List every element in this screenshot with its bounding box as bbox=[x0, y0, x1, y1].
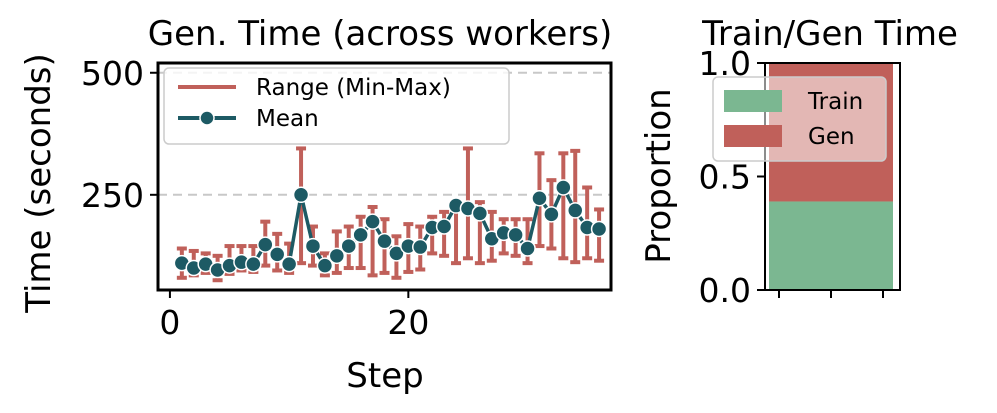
x-tick-label: 20 bbox=[387, 303, 429, 342]
legend-gen-label: Gen bbox=[808, 124, 855, 150]
legend-mean-label: Mean bbox=[256, 106, 319, 132]
legend-train-label: Train bbox=[807, 89, 863, 115]
mean-point bbox=[543, 206, 560, 223]
mean-point bbox=[590, 220, 608, 238]
mean-point bbox=[316, 257, 334, 274]
mean-point bbox=[519, 240, 536, 257]
mean-series bbox=[173, 179, 608, 279]
y-tick-label: 500 bbox=[81, 54, 144, 93]
left-x-axis-label: Step bbox=[346, 356, 423, 396]
mean-point bbox=[292, 186, 310, 204]
mean-point bbox=[340, 237, 357, 255]
mean-point bbox=[435, 218, 453, 235]
mean-point bbox=[388, 245, 405, 262]
mean-point bbox=[555, 179, 572, 196]
mean-point bbox=[471, 205, 489, 222]
mean-point bbox=[257, 236, 274, 253]
legend-train-swatch bbox=[724, 90, 782, 112]
mean-point bbox=[412, 238, 429, 256]
legend-gen-swatch bbox=[724, 125, 782, 147]
y-tick-label: 250 bbox=[81, 176, 144, 215]
legend-range-label: Range (Min-Max) bbox=[256, 75, 451, 101]
mean-point bbox=[280, 255, 298, 273]
left-plot-frame bbox=[156, 61, 613, 292]
mean-point bbox=[245, 255, 262, 273]
right-chart-title: Train/Gen Time bbox=[701, 14, 958, 54]
y-tick-label: 0.5 bbox=[699, 158, 751, 197]
left-y-ticks: 250 500 bbox=[81, 54, 158, 215]
left-chart-title: Gen. Time (across workers) bbox=[148, 14, 612, 54]
mean-point bbox=[304, 237, 322, 255]
left-legend: Range (Min-Max) Mean bbox=[163, 67, 510, 145]
gen-time-chart: Gen. Time (across workers) 0 20 250 500 St… bbox=[19, 14, 613, 396]
mean-point bbox=[531, 189, 548, 207]
y-tick-label: 0.0 bbox=[699, 271, 751, 310]
bar-segment-train bbox=[769, 201, 893, 290]
mean-point bbox=[328, 247, 346, 265]
mean-point bbox=[376, 232, 393, 250]
right-y-axis-label: Proportion bbox=[639, 88, 679, 263]
mean-point bbox=[566, 202, 584, 219]
train-gen-chart: Train/Gen Time 0.00.51.0 Proportion Trai… bbox=[639, 14, 958, 310]
right-x-ticks bbox=[778, 290, 884, 298]
mean-point bbox=[364, 213, 381, 230]
left-y-axis-label: Time (seconds) bbox=[19, 53, 59, 314]
right-legend: Train Gen bbox=[712, 76, 887, 162]
left-legend-box bbox=[163, 67, 510, 145]
mean-point bbox=[352, 226, 369, 244]
left-x-ticks: 0 20 bbox=[159, 290, 429, 342]
x-tick-label: 0 bbox=[159, 303, 180, 342]
mean-point bbox=[268, 246, 286, 263]
legend-mean-swatch-marker bbox=[199, 110, 215, 126]
mean-point bbox=[507, 226, 524, 244]
